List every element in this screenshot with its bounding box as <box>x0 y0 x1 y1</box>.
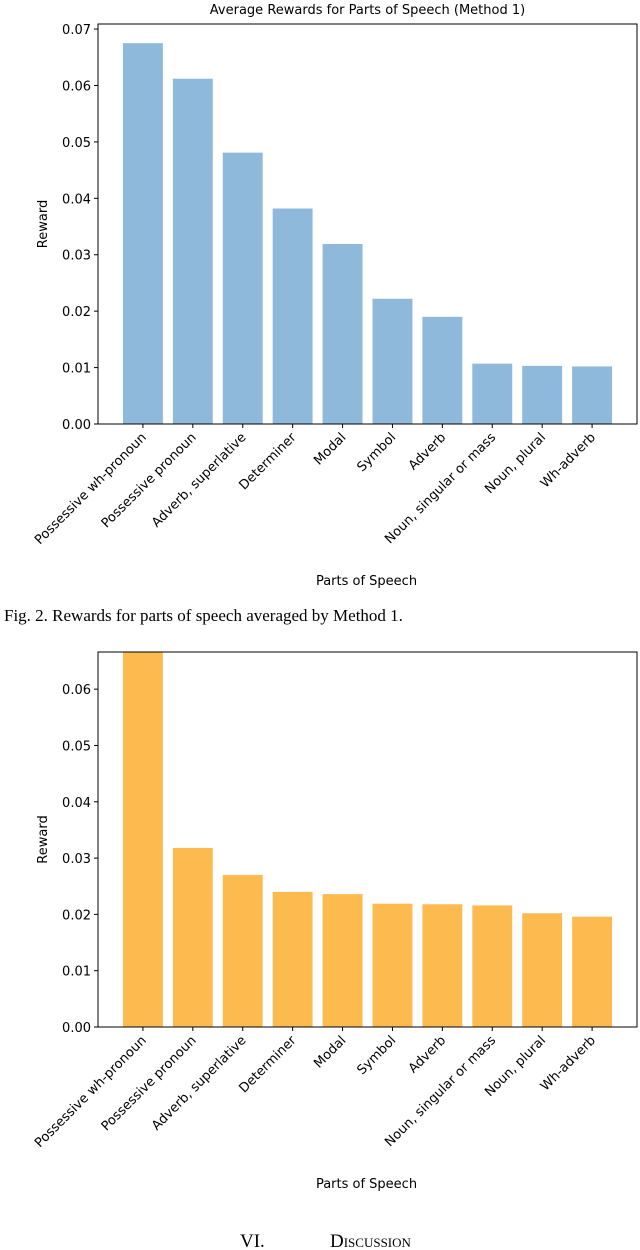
bar <box>272 208 313 424</box>
bar <box>422 316 463 424</box>
bar <box>222 152 263 424</box>
y-tick-label: 0.05 <box>62 739 91 754</box>
x-tick-label: Symbol <box>354 430 399 475</box>
bar <box>572 366 613 424</box>
section-title: Discussion <box>330 1231 412 1250</box>
chart-title: Average Rewards for Parts of Speech (Met… <box>210 3 525 18</box>
x-tick-label: Possessive pronoun <box>99 430 200 531</box>
y-tick-label: 0.00 <box>62 1021 91 1036</box>
bar <box>372 903 413 1027</box>
y-tick-label: 0.06 <box>62 79 91 94</box>
y-tick-label: 0.01 <box>62 362 91 377</box>
bar <box>572 916 613 1027</box>
y-axis-label: Reward <box>36 200 51 248</box>
y-tick-label: 0.07 <box>62 23 91 38</box>
x-tick-label: Modal <box>311 1033 349 1071</box>
bar <box>322 244 363 424</box>
y-tick-label: 0.04 <box>62 192 91 207</box>
x-tick-label: Symbol <box>354 1033 399 1078</box>
bar <box>472 363 513 424</box>
y-tick-label: 0.00 <box>62 418 91 433</box>
x-axis-label: Parts of Speech <box>316 574 417 589</box>
y-tick-label: 0.05 <box>62 136 91 151</box>
x-tick-label: Adverb, superlative <box>149 430 249 530</box>
bar <box>172 78 213 424</box>
x-tick-label: Adverb <box>406 430 449 473</box>
bar <box>122 652 163 1027</box>
bar <box>272 891 313 1027</box>
x-tick-label: Adverb, superlative <box>149 1033 249 1133</box>
bar <box>122 43 163 424</box>
x-tick-label: Adverb <box>406 1033 449 1076</box>
y-tick-label: 0.01 <box>62 965 91 980</box>
bar <box>522 913 563 1027</box>
y-tick-label: 0.03 <box>62 249 91 264</box>
x-axis-label: Parts of Speech <box>316 1177 417 1192</box>
axes-frame <box>97 23 638 425</box>
y-tick-label: 0.02 <box>62 908 91 923</box>
bar <box>172 847 213 1027</box>
x-tick-label: Possessive pronoun <box>99 1033 200 1134</box>
axes-frame <box>97 651 638 1028</box>
y-tick-label: 0.04 <box>62 796 91 811</box>
y-tick-label: 0.03 <box>62 852 91 867</box>
bar <box>222 874 263 1027</box>
bar <box>522 365 563 424</box>
bar <box>322 894 363 1027</box>
y-axis-label: Reward <box>36 815 51 863</box>
section-number: VI. <box>240 1231 265 1250</box>
y-tick-label: 0.02 <box>62 305 91 320</box>
x-tick-label: Modal <box>311 430 349 468</box>
figure-caption: Fig. 2. Rewards for parts of speech aver… <box>4 606 403 625</box>
bar <box>372 298 413 424</box>
bar <box>472 905 513 1027</box>
y-tick-label: 0.06 <box>62 683 91 698</box>
bar <box>422 904 463 1027</box>
